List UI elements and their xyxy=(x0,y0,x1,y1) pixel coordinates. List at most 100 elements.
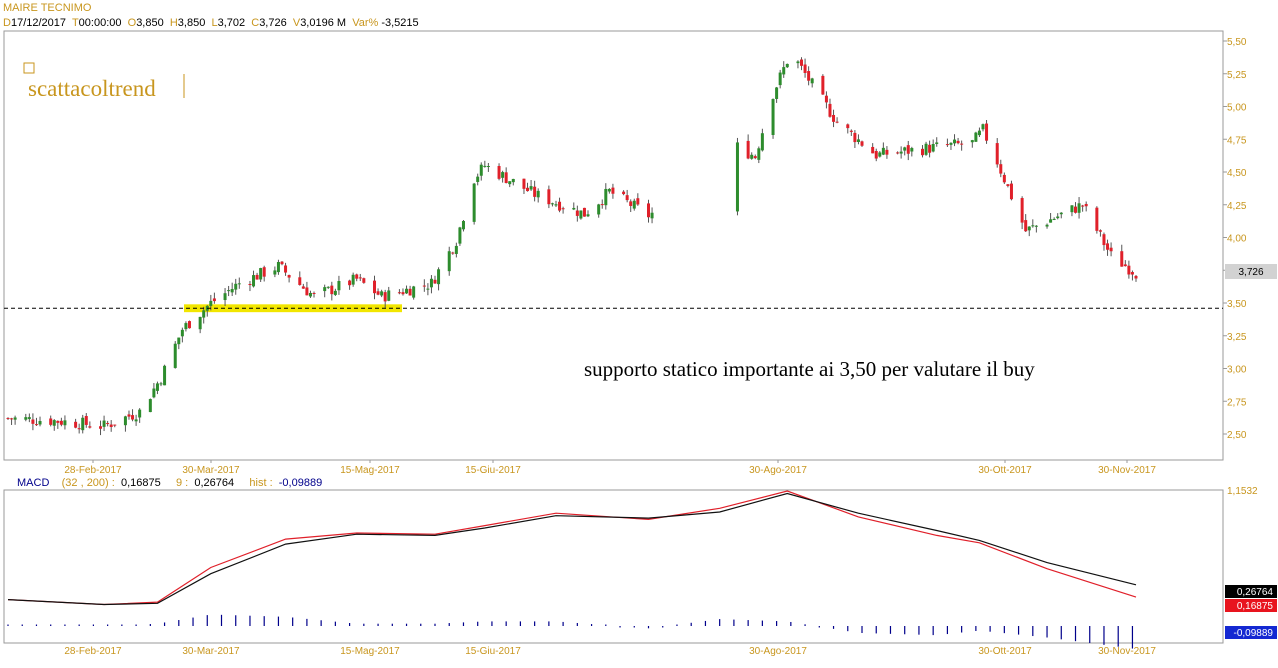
histogram-bar xyxy=(1089,626,1091,644)
candle-body xyxy=(1020,198,1024,223)
histogram-bar xyxy=(576,622,578,626)
x-tick-label: 15-Mag-2017 xyxy=(340,646,400,657)
candle-body xyxy=(647,203,651,218)
histogram-bar xyxy=(405,623,408,626)
candle-body xyxy=(209,300,213,306)
candle-body xyxy=(999,164,1003,174)
histogram-bar xyxy=(292,617,294,626)
histogram-bar xyxy=(961,626,963,633)
histogram-bar xyxy=(92,624,95,626)
candle-body xyxy=(611,187,615,194)
candle-body xyxy=(486,165,490,167)
candle-body xyxy=(106,423,110,425)
candle-body xyxy=(227,290,231,292)
candle-body xyxy=(899,151,903,154)
candle-body xyxy=(832,114,836,122)
histogram-bar xyxy=(946,626,949,635)
candle-body xyxy=(476,176,480,182)
candle-body xyxy=(401,292,405,295)
candle-body xyxy=(323,287,327,292)
candle-body xyxy=(896,152,900,154)
x-tick-label: 30-Nov-2017 xyxy=(1098,646,1156,657)
candle-body xyxy=(383,292,387,302)
signal-value-tag xyxy=(1225,585,1277,598)
y-tick-label: 5,25 xyxy=(1227,70,1247,81)
candle-body xyxy=(1084,203,1088,207)
candle-body xyxy=(949,142,953,145)
candle-body xyxy=(547,189,551,205)
candle-body xyxy=(273,270,277,275)
hist-value-label: -0,09889 xyxy=(1234,628,1274,639)
candle-body xyxy=(607,188,611,192)
candle-body xyxy=(650,212,654,219)
candle-body xyxy=(134,419,138,422)
histogram-bar xyxy=(420,623,422,626)
histogram-bar xyxy=(590,624,593,626)
candle-body xyxy=(138,409,142,418)
candle-body xyxy=(600,204,604,206)
last-price-tag xyxy=(1225,264,1277,279)
histogram-bar xyxy=(605,624,607,626)
candle-body xyxy=(259,268,263,280)
histogram-bar xyxy=(178,620,180,626)
candle-body xyxy=(24,417,28,420)
candle-body xyxy=(579,210,583,219)
candle-body xyxy=(522,178,526,189)
candle-body xyxy=(561,208,565,210)
candle-body xyxy=(451,252,455,254)
candle-body xyxy=(56,420,60,423)
candle-body xyxy=(604,188,608,206)
candle-body xyxy=(255,274,259,280)
histogram-bar xyxy=(832,626,835,629)
candle-body xyxy=(284,265,288,273)
watermark-text: scattacoltrend xyxy=(28,76,156,101)
histogram-bar xyxy=(1131,626,1134,649)
histogram-bar xyxy=(889,626,892,634)
histogram-bar xyxy=(1017,626,1020,635)
histogram-bar xyxy=(1046,626,1048,638)
candle-body xyxy=(187,321,191,329)
candle-body xyxy=(351,274,355,285)
candle-body xyxy=(995,143,999,165)
candle-body xyxy=(778,72,782,86)
histogram-bar xyxy=(21,624,23,626)
candle-body xyxy=(856,139,860,143)
candle-body xyxy=(629,201,633,206)
candle-body xyxy=(237,283,241,285)
histogram-bar xyxy=(163,622,166,626)
candle-body xyxy=(970,140,974,143)
candle-body xyxy=(928,144,932,153)
x-tick-label: 15-Giu-2017 xyxy=(465,465,521,476)
candle-body xyxy=(262,267,266,277)
histogram-bar xyxy=(932,626,934,636)
price-panel-frame xyxy=(3,30,1224,461)
candle-body xyxy=(977,130,981,136)
histogram-bar xyxy=(619,626,621,628)
candle-body xyxy=(508,181,512,185)
candle-body xyxy=(1074,206,1078,213)
candle-body xyxy=(807,71,811,81)
histogram-bar xyxy=(818,626,820,628)
candle-body xyxy=(38,421,42,425)
histogram-bar xyxy=(107,624,109,626)
candle-body xyxy=(177,337,181,345)
candle-body xyxy=(1127,265,1131,275)
candle-body xyxy=(796,61,800,64)
candle-body xyxy=(760,133,764,151)
histogram-bar xyxy=(662,626,664,628)
candle-body xyxy=(1109,247,1113,252)
candle-body xyxy=(312,292,316,294)
candle-body xyxy=(1006,184,1010,186)
candle-body xyxy=(148,399,152,413)
histogram-bar xyxy=(918,626,920,635)
candle-body xyxy=(750,154,754,159)
candle-body xyxy=(433,279,437,284)
y-tick-label: 2,50 xyxy=(1227,430,1247,441)
candle-body xyxy=(380,291,384,296)
histogram-bar xyxy=(519,621,522,626)
candle-body xyxy=(501,172,505,178)
candle-body xyxy=(835,121,839,123)
x-tick-label: 30-Ott-2017 xyxy=(978,646,1032,657)
histogram-bar xyxy=(334,621,336,626)
candle-body xyxy=(924,143,928,155)
